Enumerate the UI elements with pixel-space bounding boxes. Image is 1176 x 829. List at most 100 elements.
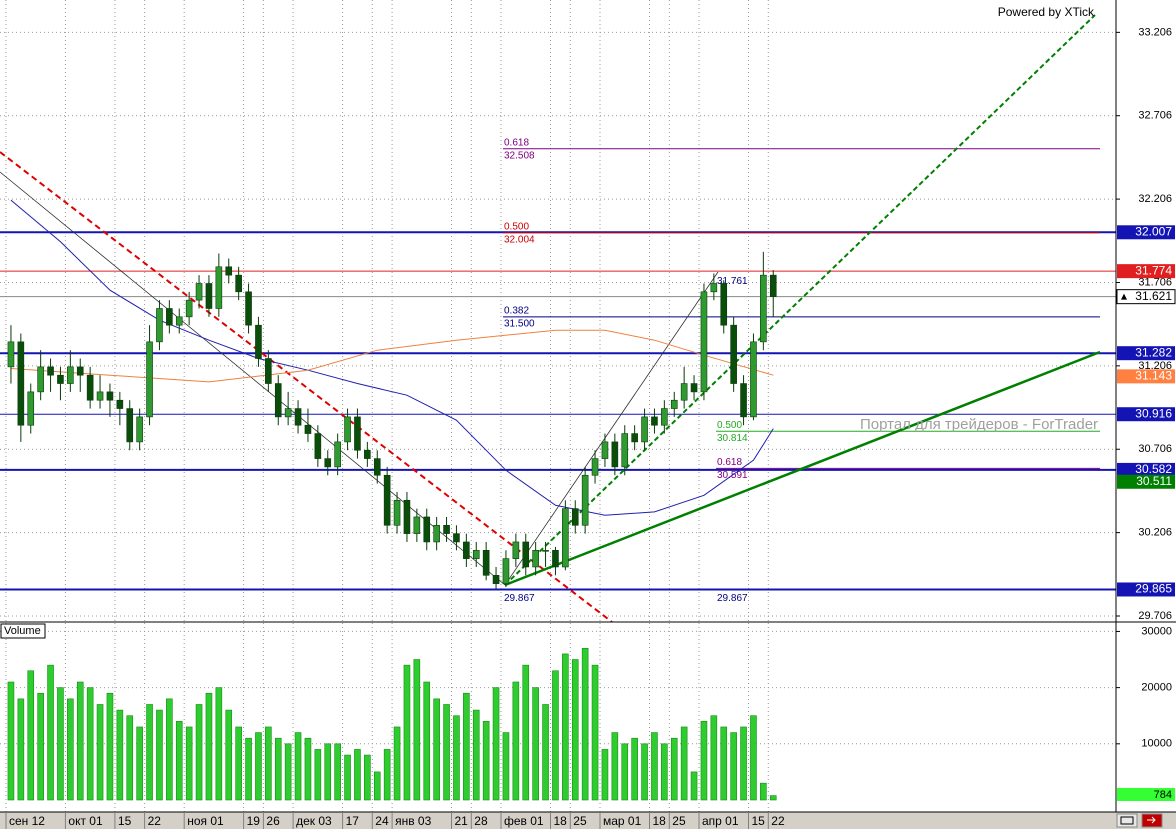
icon-button[interactable] [1116, 813, 1138, 828]
moving-average [10, 199, 774, 516]
candle-body [522, 541, 530, 568]
candle-body [255, 324, 262, 359]
candle-body [67, 366, 74, 384]
candle-body [166, 308, 173, 326]
candle-body [364, 449, 371, 459]
volume-bar [57, 687, 64, 801]
candle-body [542, 549, 549, 552]
icon [1147, 816, 1156, 824]
candle-body [195, 283, 203, 301]
volume-bar [67, 698, 74, 801]
candle-body [532, 549, 539, 568]
price-panel: 0.618 32.508 0.500 32.004 0.382 31.500 29.867 3… [0, 0, 1116, 622]
candle-body [146, 341, 153, 418]
volume-bar [740, 726, 747, 801]
candle-body [324, 458, 332, 468]
candle-body [136, 416, 143, 443]
candle-body [413, 516, 421, 534]
fib-value: 32.508 [504, 150, 535, 161]
volume-bar [334, 743, 341, 801]
volume-bar [364, 754, 371, 801]
x-tick-label: 25 [672, 814, 686, 828]
watermark: Портал для трейдеров - ForTrader [860, 416, 1098, 433]
y-tick-label: 31.706 [1138, 276, 1172, 288]
axis: 33.206 32.706 32.206 31.706 31.206 30.706 30.2… [1116, 26, 1176, 801]
candle-body [769, 274, 777, 297]
volume-bar [354, 749, 361, 801]
x-tick-label: ноя 01 [187, 814, 224, 828]
x-tick-label: 26 [266, 814, 280, 828]
volume-bar [27, 670, 35, 801]
y-tick-label: 30000 [1141, 625, 1172, 637]
fib-value: 32.004 [504, 234, 535, 245]
candle-body [651, 416, 658, 426]
moving-average [10, 329, 774, 383]
candle-body [621, 433, 629, 468]
volume-bar [393, 726, 401, 801]
volume-bar [235, 726, 242, 801]
candle-body [215, 266, 223, 309]
level-box [1117, 582, 1175, 597]
volume-bar [136, 726, 143, 801]
candle-body [86, 374, 94, 401]
volume-bar [205, 692, 213, 801]
volume-bar [265, 726, 272, 801]
level-label: 31.774 [1135, 263, 1172, 277]
volume-title: Volume [4, 625, 41, 637]
volume-label-box [0, 623, 46, 639]
y-tick-label: 29.706 [1138, 610, 1172, 622]
candle-body [423, 516, 431, 543]
level-label: 31.621 [1135, 289, 1172, 303]
trend-line [504, 271, 719, 586]
candle-body [245, 291, 252, 326]
candle-body [106, 391, 114, 401]
candle-body [750, 341, 757, 418]
candle-body [304, 424, 312, 434]
candle-body [730, 324, 737, 384]
volume-bar [284, 743, 292, 801]
candle-body [591, 458, 599, 476]
volume-bar [453, 715, 460, 801]
level-box [1117, 407, 1175, 422]
candle-body [383, 474, 391, 526]
volume-bar [641, 743, 648, 801]
candle-body [502, 558, 510, 584]
volume-bar [106, 692, 114, 801]
level-label: 29.865 [1135, 582, 1172, 596]
candle-body [552, 549, 559, 568]
x-tick-label: сен 12 [9, 814, 45, 828]
candle-body [274, 383, 282, 418]
volume-bar [225, 709, 233, 801]
volume-bar [690, 771, 698, 801]
candle-body [611, 441, 619, 468]
x-tick-label: 24 [375, 814, 389, 828]
candle-body [47, 366, 54, 376]
candle-body [27, 391, 35, 426]
volume-bar [571, 659, 579, 801]
candle-body [670, 399, 678, 409]
candle-body [156, 308, 163, 343]
candle-body [314, 433, 322, 459]
volume-bar [522, 664, 530, 801]
candle-body [760, 274, 767, 343]
x-tick-label: мар 01 [603, 814, 642, 828]
x-tick-label: апр 01 [702, 814, 739, 828]
candle-body [472, 549, 480, 559]
x-tick-label: янв 03 [395, 814, 432, 828]
volume-bar [730, 732, 737, 801]
x-tick-label: 22 [771, 814, 785, 828]
level-box [1117, 369, 1175, 384]
volume-bar [413, 659, 421, 801]
x-tick-label: фев 01 [504, 814, 544, 828]
volume-bar [274, 737, 282, 801]
volume-bar [472, 709, 480, 801]
candle-body [344, 416, 351, 443]
volume-bar [492, 687, 500, 801]
candle-body [225, 266, 233, 276]
icon [1120, 816, 1134, 825]
x-tick-label: дек 03 [296, 814, 332, 828]
candle-body [690, 383, 698, 393]
volume-bar [314, 749, 322, 801]
volume-bar [710, 715, 718, 801]
x-tick-label: 17 [346, 814, 360, 828]
